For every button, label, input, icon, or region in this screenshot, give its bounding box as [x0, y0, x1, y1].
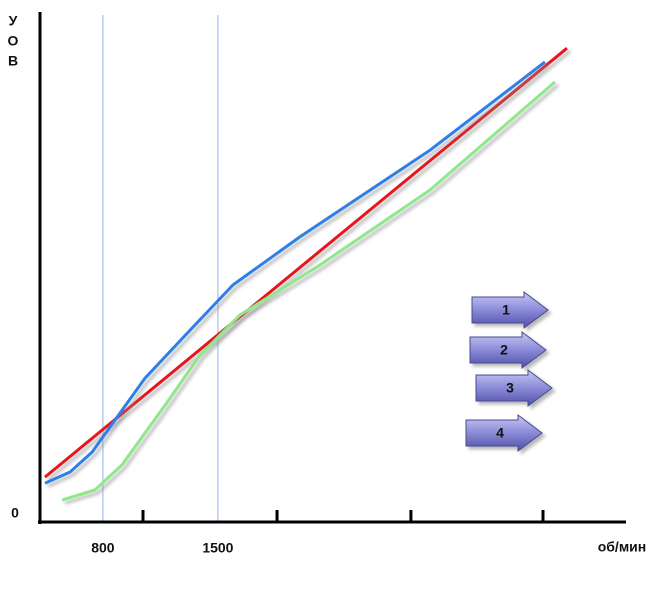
x-axis-label: об/мин — [598, 539, 647, 555]
legend-label: 4 — [496, 425, 504, 441]
y-axis-label: О — [8, 33, 19, 49]
x-tick-label: 1500 — [202, 540, 233, 556]
y-axis-label: В — [8, 53, 18, 69]
line — [43, 47, 568, 479]
legend-label: 2 — [500, 342, 508, 358]
legend-arrow — [469, 331, 547, 369]
legend-arrow — [471, 291, 549, 329]
legend-arrow — [475, 369, 553, 407]
line — [61, 80, 556, 502]
y-axis-label: У — [9, 13, 18, 29]
legend-label: 3 — [506, 380, 514, 396]
legend-label: 1 — [502, 302, 510, 318]
x-tick-label: 800 — [91, 540, 115, 556]
line — [44, 60, 546, 485]
legend-arrow — [465, 414, 543, 452]
y-tick-label: 0 — [11, 505, 19, 521]
